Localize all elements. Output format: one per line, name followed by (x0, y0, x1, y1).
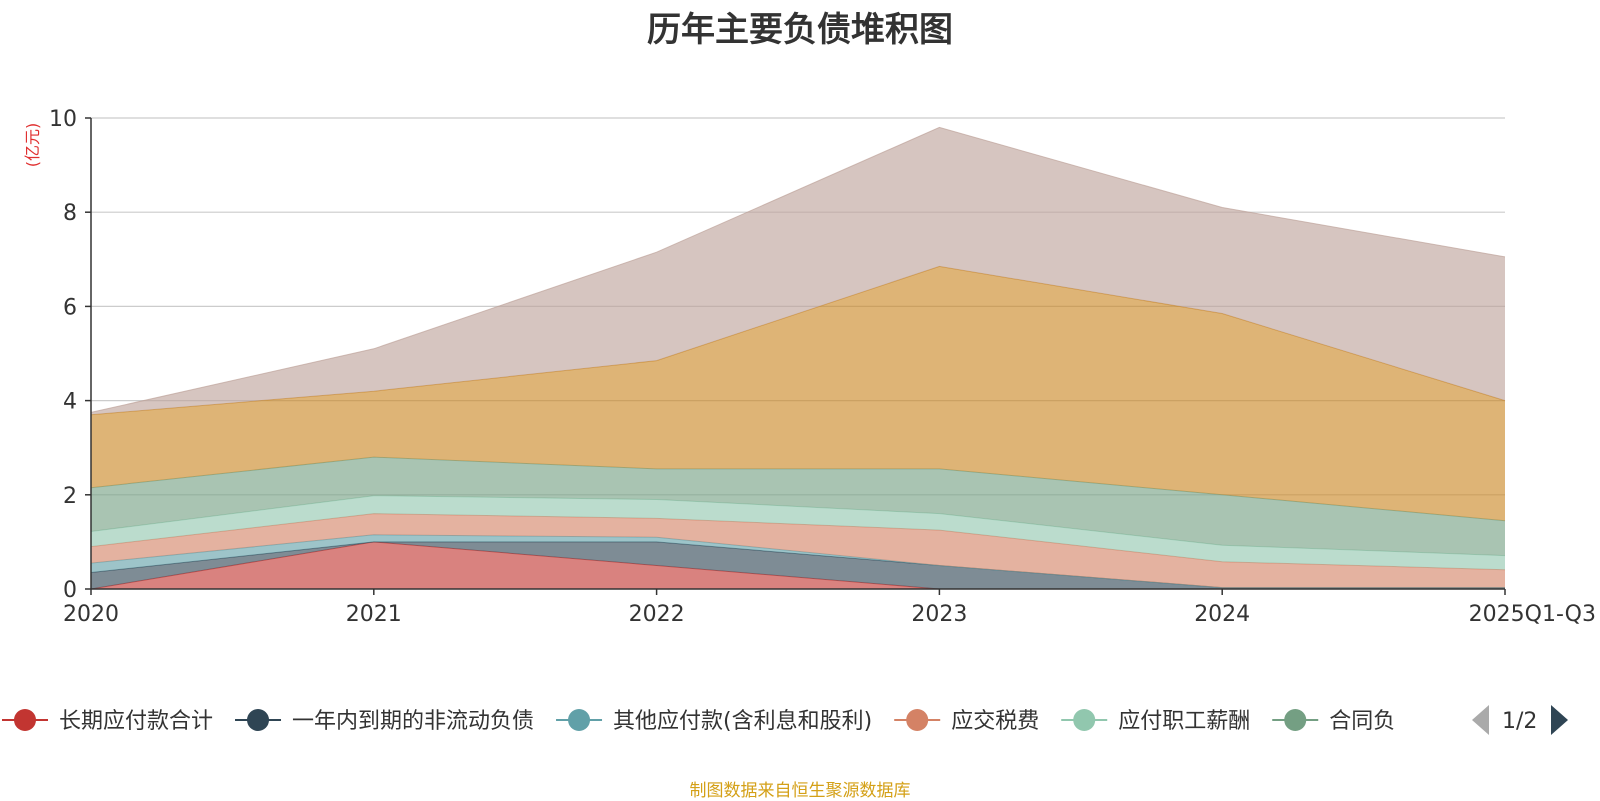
y-axis-unit-label: (亿元) (23, 123, 42, 168)
area-series-1 (91, 541, 1505, 589)
x-tick-label: 2023 (911, 602, 967, 627)
legend-item[interactable]: 一年内到期的非流动负债 (235, 709, 534, 734)
legend-marker-icon (568, 709, 591, 731)
pager-next-icon[interactable] (1551, 705, 1568, 735)
legend-label: 长期应付款合计 (59, 709, 213, 734)
x-tick-label: 2025Q1-Q3 (1469, 602, 1596, 627)
area-series-7 (91, 127, 1505, 415)
area-series (90, 126, 1506, 590)
area-series-0 (91, 541, 1505, 589)
legend-label: 应交税费 (951, 709, 1039, 734)
legend-item[interactable]: 长期应付款合计 (2, 709, 213, 734)
y-tick-label: 6 (63, 295, 77, 320)
stacked-area-chart: 0 2 4 6 8 10 2020 2021 2022 2023 2024 2025Q1-Q3 (亿元… (2, 107, 1596, 735)
legend-marker-icon (14, 709, 36, 731)
x-tick-label: 2024 (1194, 602, 1250, 627)
pager-text: 1/2 (1502, 709, 1537, 734)
y-tick-label: 10 (49, 107, 77, 132)
y-tick-label: 4 (63, 390, 77, 415)
area-series-5 (91, 457, 1505, 556)
legend-item[interactable]: 应交税费 (894, 709, 1039, 734)
legend-pager[interactable]: 1/2 (1472, 705, 1568, 735)
legend-marker-icon (247, 709, 270, 731)
area-edge-7 (90, 126, 1506, 413)
legend-marker-icon (906, 709, 929, 731)
area-series-6 (91, 266, 1505, 521)
legend-items: 长期应付款合计 一年内到期的非流动负债 其他应付款(含利息和股利) 应交税费 应付职工薪… (2, 709, 1395, 734)
legend-item[interactable]: 应付职工薪酬 (1061, 709, 1250, 734)
y-tick-label: 0 (63, 578, 77, 603)
x-tick-label: 2021 (346, 602, 402, 627)
x-tick-label: 2020 (63, 602, 119, 627)
legend-marker-icon (1284, 709, 1307, 731)
pager-prev-icon[interactable] (1472, 705, 1489, 735)
data-source-note: 制图数据来自恒生聚源数据库 (689, 781, 911, 801)
area-series-3 (91, 513, 1505, 588)
area-series-4 (91, 495, 1505, 570)
legend-item[interactable]: 其他应付款(含利息和股利) (556, 709, 872, 734)
axes: 0 2 4 6 8 10 2020 2021 2022 2023 2024 2025Q1-Q3 (49, 107, 1596, 627)
y-tick-label: 2 (63, 484, 77, 509)
chart-title: 历年主要负债堆积图 (647, 10, 953, 50)
legend: 长期应付款合计 一年内到期的非流动负债 其他应付款(含利息和股利) 应交税费 应付职工薪… (2, 709, 1395, 734)
legend-item[interactable]: 合同负 (1272, 709, 1395, 734)
y-tick-label: 8 (63, 201, 77, 226)
legend-label: 合同负 (1329, 709, 1395, 734)
legend-marker-icon (1073, 709, 1096, 731)
legend-label: 一年内到期的非流动负债 (292, 709, 534, 734)
x-tick-label: 2022 (629, 602, 685, 627)
legend-label: 其他应付款(含利息和股利) (613, 709, 872, 734)
legend-label: 应付职工薪酬 (1118, 709, 1250, 734)
